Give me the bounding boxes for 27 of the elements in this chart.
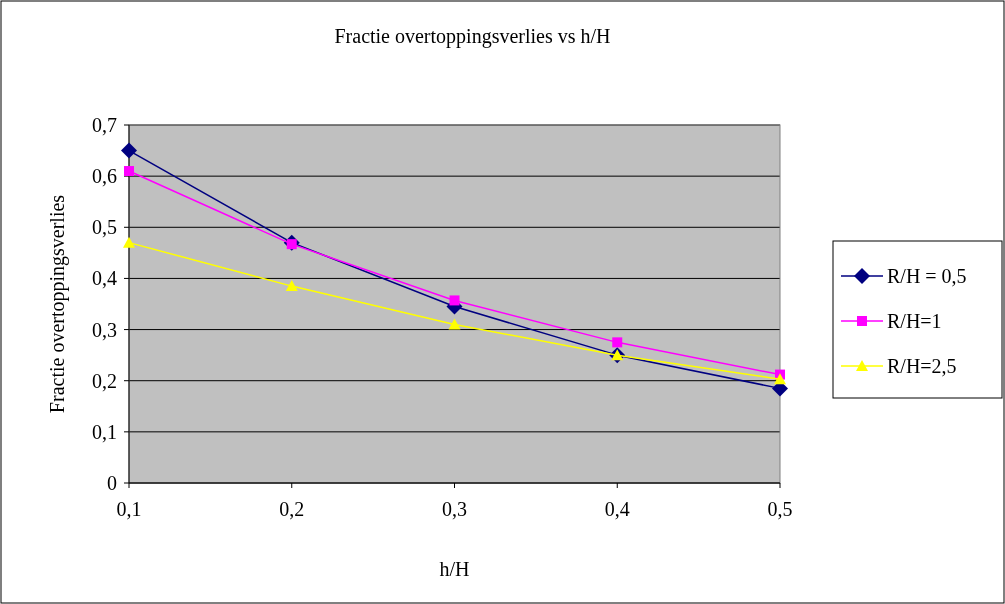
point — [123, 236, 135, 248]
legend-label: R/H=1 — [887, 310, 942, 332]
point — [774, 373, 786, 385]
point — [449, 295, 460, 306]
y-axis-title: Fractie overtoppingsverlies — [46, 194, 69, 414]
y-tick-label: 0,2 — [92, 369, 117, 392]
point — [121, 142, 137, 159]
y-tick-label: 0,4 — [92, 267, 117, 290]
x-tick-label: 0,5 — [767, 498, 793, 520]
x-tick-label: 0,3 — [442, 498, 467, 520]
y-tick-label: 0,7 — [92, 114, 117, 136]
x-tick-label: 0,2 — [279, 498, 305, 520]
point — [448, 318, 461, 330]
y-tick-label: 0 — [107, 472, 117, 494]
point — [124, 166, 134, 177]
y-tick-label: 0,5 — [92, 216, 117, 239]
y-tick-label: 0,3 — [92, 318, 117, 341]
point — [612, 337, 623, 348]
x-axis-title: h/H — [439, 558, 470, 580]
point — [285, 280, 298, 292]
x-tick-label: 0,1 — [116, 498, 142, 520]
x-tick-label: 0,4 — [604, 498, 630, 520]
legend-label: R/H=2,5 — [887, 355, 957, 377]
y-tick-label: 0,1 — [92, 420, 117, 443]
y-tick-label: 0,6 — [92, 165, 117, 188]
legend-label: R/H = 0,5 — [887, 265, 967, 287]
chart-title: Fractie overtoppingsverlies vs h/H — [334, 25, 611, 48]
